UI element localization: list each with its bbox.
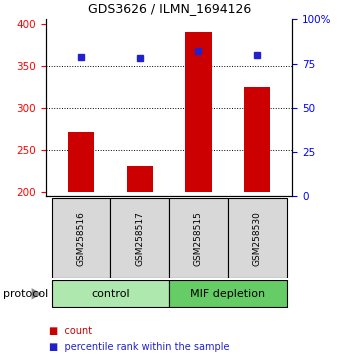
Bar: [126, 166, 153, 192]
Polygon shape: [32, 288, 42, 299]
Text: MIF depletion: MIF depletion: [190, 289, 266, 299]
Text: GSM258516: GSM258516: [76, 211, 86, 266]
Text: ■  count: ■ count: [49, 326, 92, 336]
Text: control: control: [91, 289, 130, 299]
Text: GSM258515: GSM258515: [194, 211, 203, 266]
Bar: [52, 198, 110, 278]
Bar: [110, 198, 169, 278]
Bar: [169, 198, 228, 278]
Bar: [244, 87, 270, 192]
Bar: [185, 32, 212, 192]
Bar: [228, 198, 287, 278]
Bar: [169, 280, 287, 307]
Title: GDS3626 / ILMN_1694126: GDS3626 / ILMN_1694126: [87, 2, 251, 16]
Bar: [68, 132, 94, 192]
Text: ■  percentile rank within the sample: ■ percentile rank within the sample: [49, 342, 230, 352]
Bar: [52, 280, 169, 307]
Text: GSM258530: GSM258530: [253, 211, 262, 266]
Text: protocol: protocol: [3, 289, 49, 299]
Text: GSM258517: GSM258517: [135, 211, 144, 266]
